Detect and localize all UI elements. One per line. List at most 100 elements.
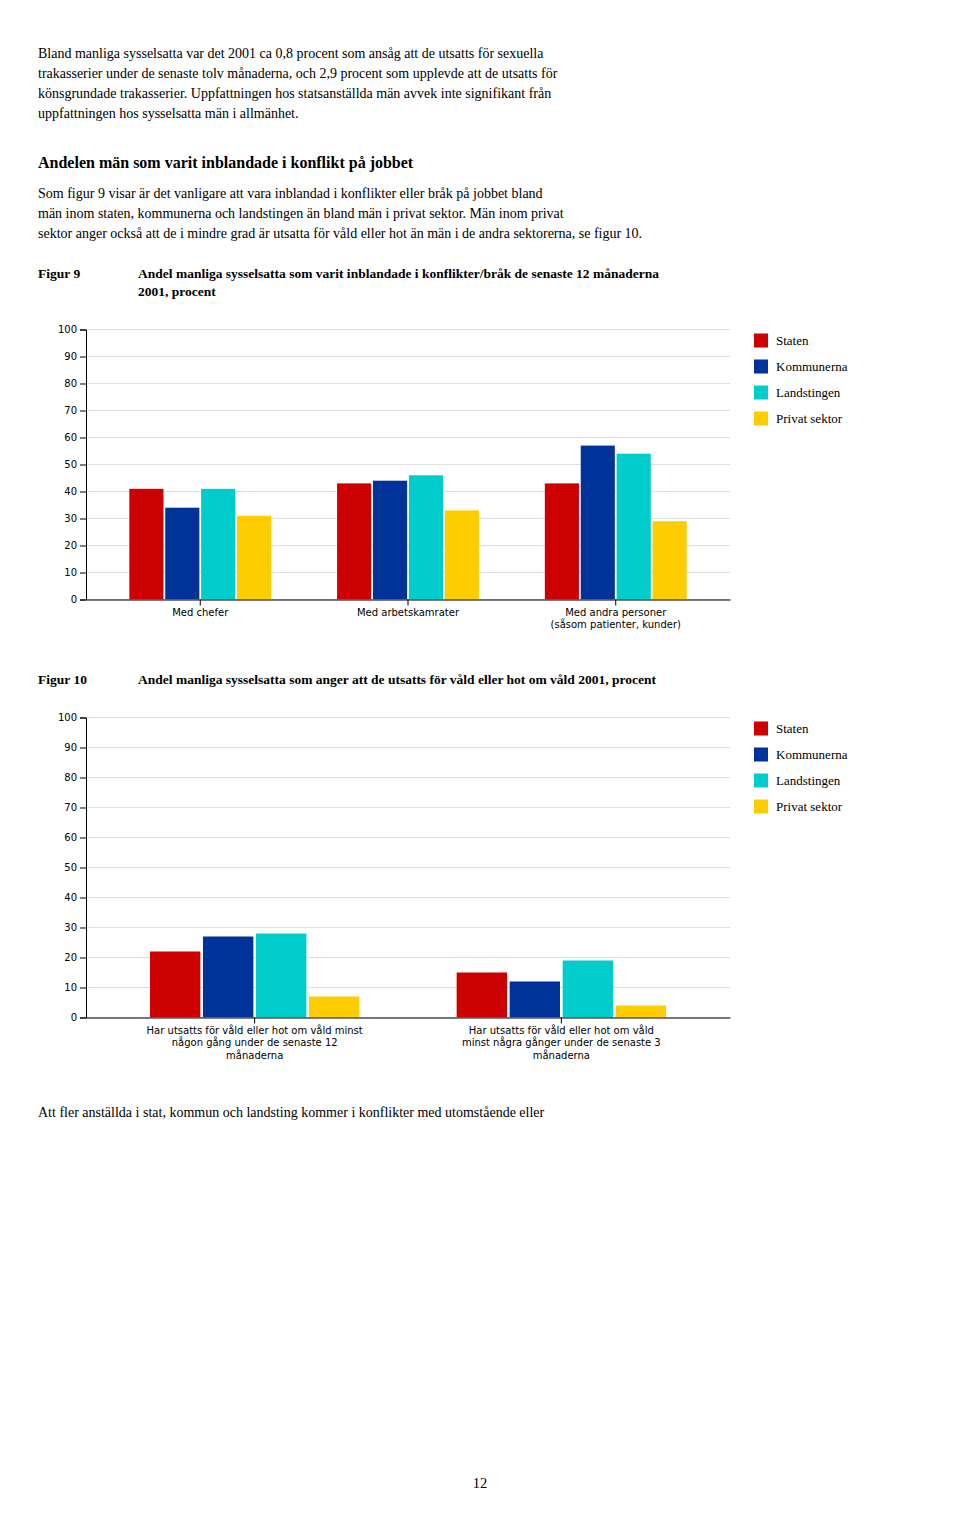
y-tick-mark — [80, 573, 86, 574]
y-tick-label: 50 — [64, 459, 77, 470]
x-tick-mark — [200, 600, 201, 606]
grid-line — [86, 777, 730, 778]
y-axis: 0 10 20 30 40 50 60 70 80 90 100 — [58, 712, 87, 1023]
y-tick: 0 — [71, 594, 86, 605]
y-tick: 10 — [64, 567, 86, 578]
y-tick: 0 — [71, 1012, 86, 1023]
legend: Staten Kommunerna Landstingen Privat sektor — [754, 721, 848, 814]
bar — [237, 516, 271, 600]
y-tick: 70 — [64, 802, 86, 813]
x-tick-label-line: Med chefer — [172, 607, 229, 618]
legend-label: Privat sektor — [776, 411, 843, 426]
page-text: Bland manliga sysselsatta var det 2001 c… — [38, 46, 544, 61]
y-tick-label: 30 — [64, 513, 77, 524]
figure-label: Figur 9 — [38, 266, 80, 281]
y-tick-label: 40 — [64, 486, 77, 497]
x-tick-label-line: Har utsatts för våld eller hot om våld — [469, 1024, 654, 1036]
bar — [563, 961, 613, 1018]
bar-series — [256, 934, 613, 1018]
y-tick-mark — [80, 838, 86, 839]
grid-line — [86, 383, 730, 384]
legend-item: Staten — [754, 721, 809, 736]
y-tick-label: 40 — [64, 892, 77, 903]
legend-item: Landstingen — [754, 773, 841, 788]
page-text: män inom staten, kommunerna och landstin… — [38, 206, 564, 221]
y-tick-label: 10 — [64, 982, 77, 993]
bar — [510, 982, 560, 1018]
legend-swatch — [754, 386, 768, 400]
x-tick-label: Har utsatts för våld eller hot om våldmi… — [462, 1024, 661, 1061]
y-tick-mark — [80, 928, 86, 929]
grid-line — [86, 437, 730, 438]
x-tick-label-line: Med arbetskamrater — [357, 607, 460, 618]
bar-series — [129, 483, 579, 599]
grid-line — [86, 807, 730, 808]
y-tick-mark — [80, 330, 86, 331]
bar — [616, 1006, 666, 1018]
y-tick: 100 — [58, 324, 86, 335]
x-tick: Har utsatts för våld eller hot om våldmi… — [462, 1018, 661, 1061]
x-tick-label-line: Har utsatts för våld eller hot om våld m… — [147, 1024, 363, 1036]
y-tick-mark — [80, 465, 86, 466]
legend-item: Staten — [754, 333, 809, 348]
y-tick: 80 — [64, 772, 86, 783]
grid-line — [86, 897, 730, 898]
y-tick-mark — [80, 411, 86, 412]
legend-swatch — [754, 774, 768, 788]
y-tick-label: 70 — [64, 405, 77, 416]
y-tick: 20 — [64, 952, 86, 963]
x-tick-label-line: (såsom patienter, kunder) — [551, 618, 681, 630]
chart-title-line: 2001, procent — [138, 284, 216, 299]
y-tick-label: 90 — [64, 351, 77, 362]
page-text: könsgrundade trakasserier. Uppfattningen… — [38, 86, 551, 101]
x-axis-line — [87, 1018, 731, 1019]
x-tick-label-line: månaderna — [226, 1049, 283, 1061]
y-tick: 50 — [64, 459, 86, 470]
x-tick-label-line: någon gång under de senaste 12 — [172, 1036, 338, 1048]
y-tick: 100 — [58, 712, 86, 723]
grid-line — [86, 927, 730, 928]
y-tick-label: 70 — [64, 802, 77, 813]
y-tick-label: 90 — [64, 742, 77, 753]
x-tick-label: Med chefer — [172, 607, 229, 618]
y-tick-mark — [80, 1018, 86, 1019]
y-tick-label: 60 — [64, 432, 77, 443]
y-axis-line — [80, 330, 87, 600]
y-tick: 30 — [64, 922, 86, 933]
legend-item: Landstingen — [754, 385, 841, 400]
y-tick-label: 100 — [58, 712, 77, 723]
x-tick-label-line: månaderna — [533, 1049, 590, 1061]
y-tick-label: 100 — [58, 324, 77, 335]
legend-item: Kommunerna — [754, 359, 848, 374]
legend-label: Privat sektor — [776, 799, 843, 814]
y-tick-mark — [80, 868, 86, 869]
legend-item: Privat sektor — [754, 411, 843, 426]
y-tick-mark — [80, 778, 86, 779]
x-tick-mark — [408, 600, 409, 606]
x-tick: Med andra personer(såsom patienter, kund… — [551, 600, 681, 631]
legend-swatch — [754, 722, 768, 736]
bar — [203, 937, 253, 1018]
y-tick-mark — [80, 718, 86, 719]
x-tick: Med arbetskamrater — [357, 600, 460, 618]
x-axis: Med chefer Med arbetskamrater Med andra pe… — [87, 600, 731, 631]
y-axis-line — [80, 718, 87, 1018]
page: Bland manliga sysselsatta var det 2001 c… — [0, 0, 960, 1528]
section-title: Andelen män som varit inblandade i konfl… — [38, 154, 414, 172]
y-tick: 60 — [64, 832, 86, 843]
y-tick-mark — [80, 384, 86, 385]
legend-swatch — [754, 360, 768, 374]
y-tick-mark — [80, 600, 86, 601]
x-tick-label: Har utsatts för våld eller hot om våld m… — [147, 1024, 363, 1061]
y-tick-label: 50 — [64, 862, 77, 873]
y-tick-mark — [80, 438, 86, 439]
bar — [165, 508, 199, 600]
x-axis: Har utsatts för våld eller hot om våld m… — [87, 1018, 731, 1061]
grid-line — [86, 356, 730, 357]
x-tick: Har utsatts för våld eller hot om våld m… — [147, 1018, 363, 1061]
chart-title: Andel manliga sysselsatta som anger att … — [138, 672, 656, 687]
legend-label: Kommunerna — [776, 747, 848, 762]
y-tick-label: 60 — [64, 832, 77, 843]
y-tick-mark — [80, 808, 86, 809]
bar — [337, 483, 371, 599]
